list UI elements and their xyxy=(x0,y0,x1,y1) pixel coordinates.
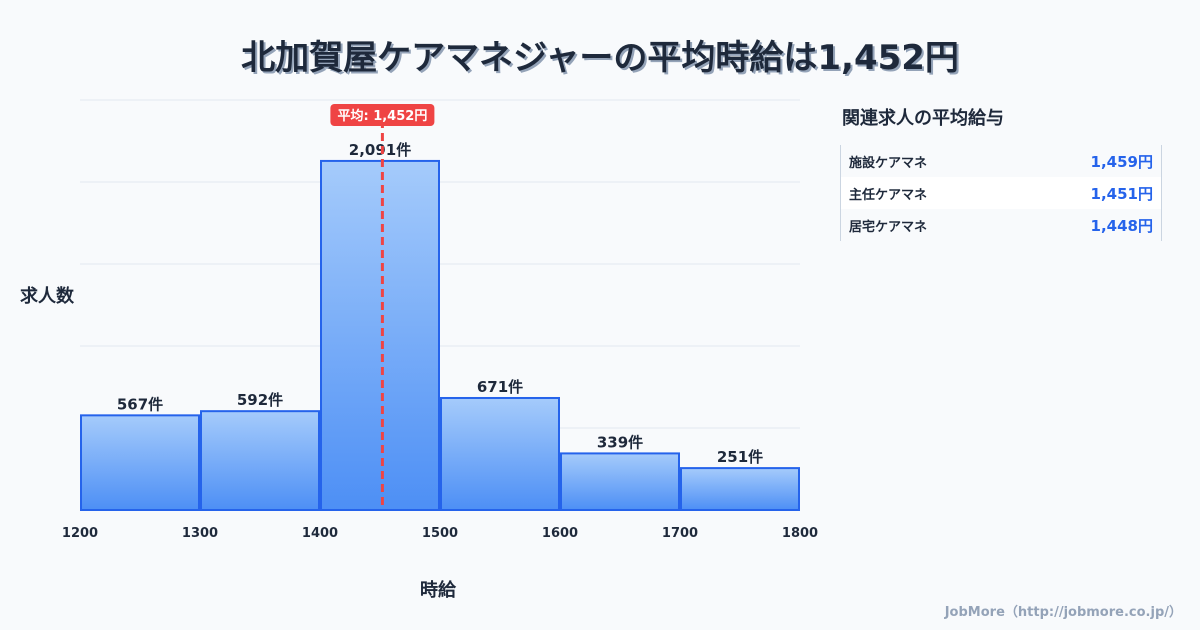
item-value: 1,459円 xyxy=(1090,152,1153,171)
bar xyxy=(200,410,320,511)
item-label: 主任ケアマネ xyxy=(849,187,928,203)
list-item: 施設ケアマネ 1,459円 xyxy=(841,145,1161,177)
item-label: 施設ケアマネ xyxy=(849,155,928,171)
bar-label: 339件 xyxy=(597,433,643,451)
x-tick-label: 1400 xyxy=(302,526,338,541)
related-salaries-title: 関連求人の平均給与 xyxy=(842,108,1004,129)
bar-label: 2,091件 xyxy=(349,141,411,159)
bar xyxy=(80,414,200,512)
bar xyxy=(680,467,800,512)
bar-label: 592件 xyxy=(237,391,283,409)
bar xyxy=(320,159,440,511)
item-label: 居宅ケアマネ xyxy=(849,219,928,235)
bar xyxy=(560,452,680,512)
x-tick-label: 1700 xyxy=(662,526,698,541)
bar-label: 251件 xyxy=(717,448,763,466)
item-value: 1,448円 xyxy=(1090,216,1153,235)
item-value: 1,451円 xyxy=(1090,184,1153,203)
x-axis-label: 時給 xyxy=(420,580,456,601)
bar-label: 671件 xyxy=(477,378,523,396)
x-tick-label: 1800 xyxy=(782,526,818,541)
mean-badge xyxy=(330,104,435,126)
list-item: 主任ケアマネ 1,451円 xyxy=(841,177,1161,209)
bar-label: 567件 xyxy=(117,395,163,413)
credit: JobMore（http://jobmore.co.jp/） xyxy=(944,605,1182,620)
bar xyxy=(440,396,560,511)
related-salaries-list: 施設ケアマネ 1,459円 主任ケアマネ 1,451円 居宅ケアマネ 1,448円 xyxy=(840,145,1162,241)
mean-label: 平均: 1,452円 xyxy=(337,108,427,124)
list-item: 居宅ケアマネ 1,448円 xyxy=(841,209,1161,241)
x-tick-label: 1200 xyxy=(62,526,98,541)
y-axis-label: 求人数 xyxy=(20,286,74,307)
x-tick-label: 1500 xyxy=(422,526,458,541)
chart-title: 北加賀屋ケアマネジャーの平均時給は1,452円 xyxy=(241,38,959,78)
x-tick-label: 1600 xyxy=(542,526,578,541)
x-tick-label: 1300 xyxy=(182,526,218,541)
